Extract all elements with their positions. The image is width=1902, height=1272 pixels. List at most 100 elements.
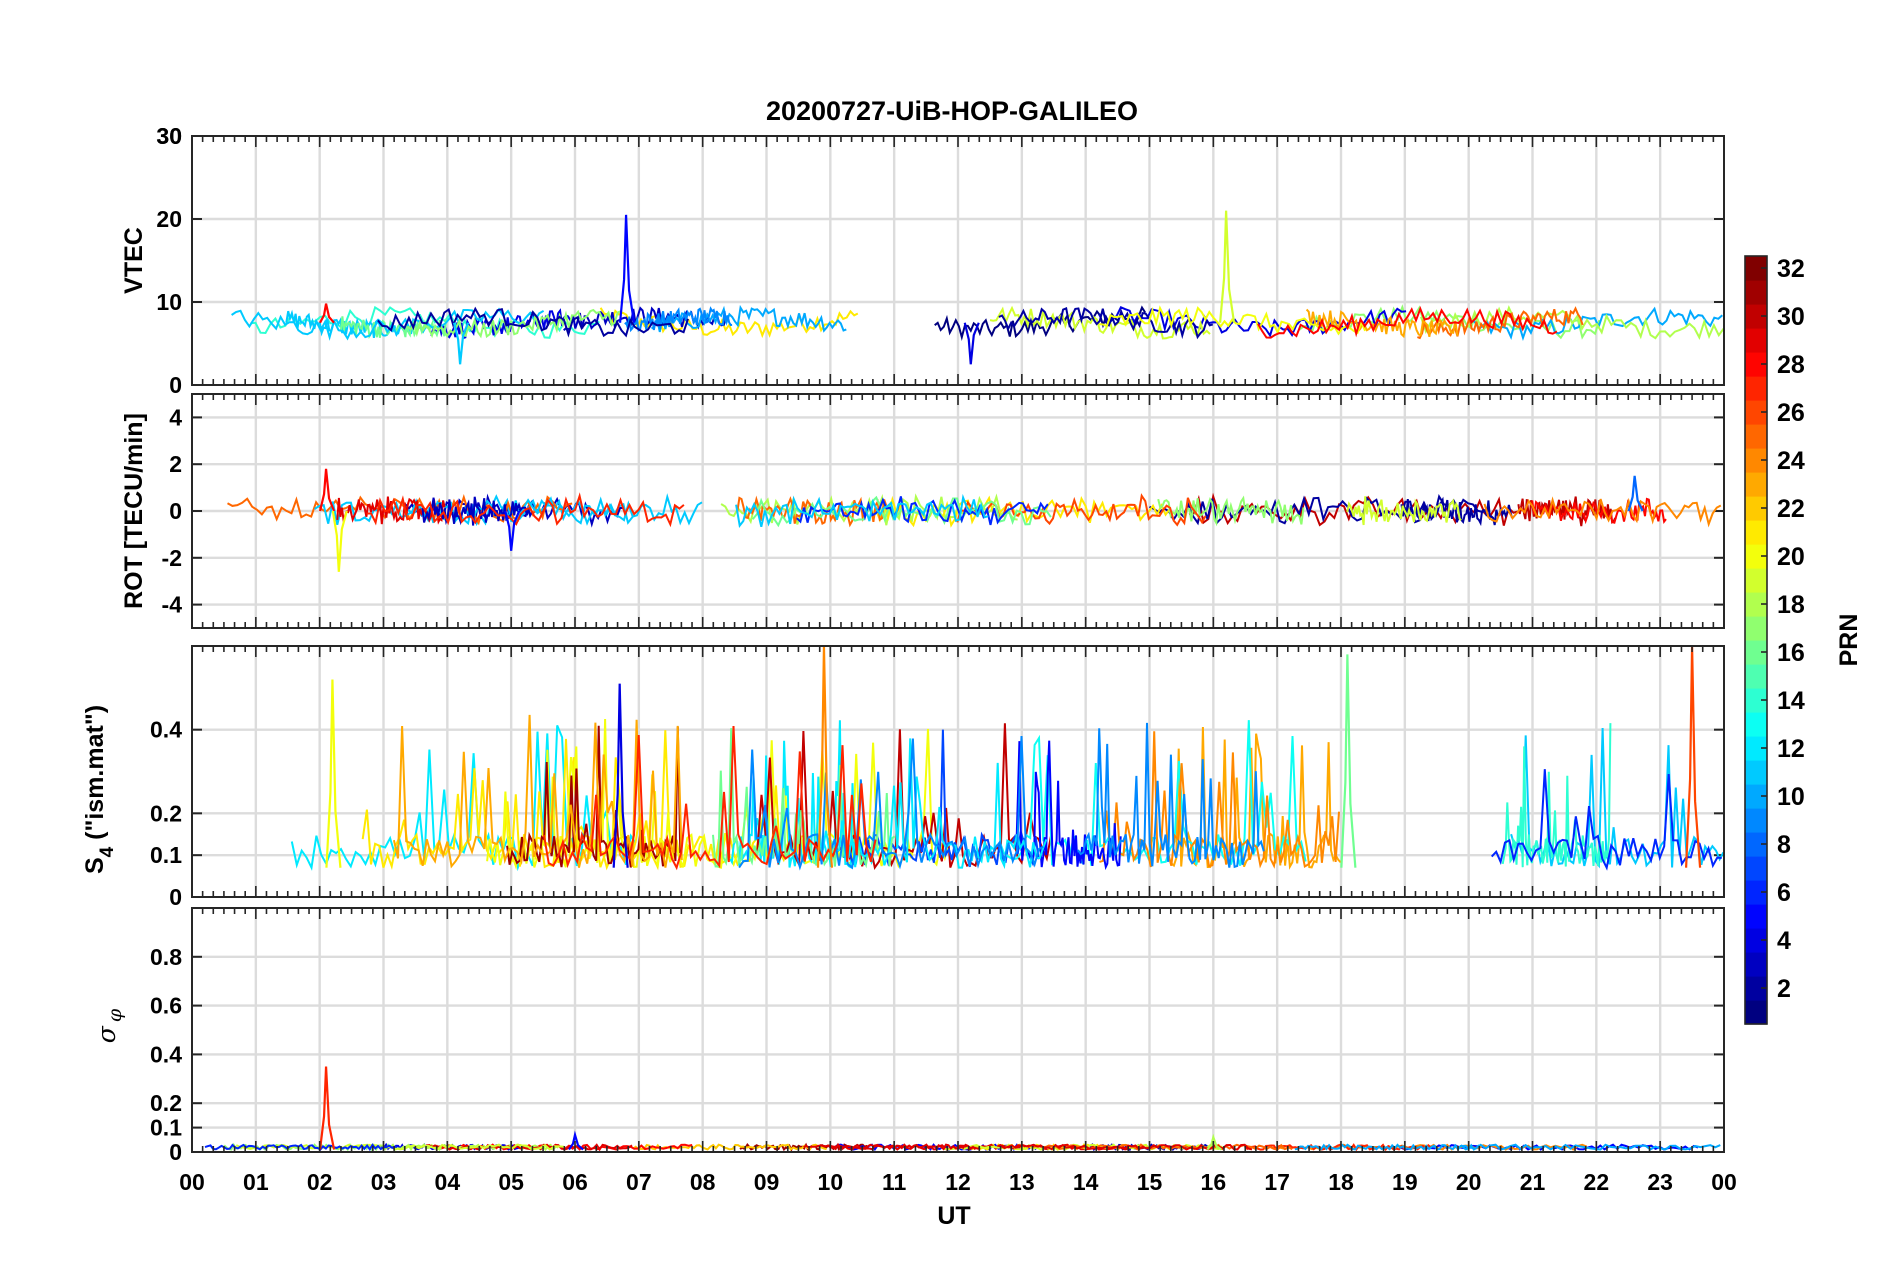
x-tick-label: 18 <box>1328 1169 1354 1195</box>
colorbar-swatch <box>1745 688 1767 713</box>
colorbar-swatch <box>1745 1000 1767 1025</box>
y-tick-label: 0.1 <box>150 1115 182 1141</box>
spike-mark <box>568 1130 584 1151</box>
y-tick-label: 0.4 <box>150 1041 182 1067</box>
colorbar-swatch <box>1745 736 1767 761</box>
series-line <box>1490 769 1722 871</box>
series-line <box>1460 1143 1721 1151</box>
colorbar-swatch <box>1745 568 1767 593</box>
series-line <box>1294 1143 1480 1152</box>
panel-3: 0 0.1 0.2 0.4 S4 ("ism.mat") <box>81 645 1725 910</box>
x-tick-label: 03 <box>371 1169 397 1195</box>
spike-mark <box>453 322 470 365</box>
colorbar-tick-label: 14 <box>1777 687 1805 715</box>
colorbar-tick-label: 30 <box>1777 303 1805 331</box>
y-axis-label: VTEC <box>120 227 148 294</box>
colorbar-tick-label: 16 <box>1777 639 1805 667</box>
series-line <box>366 492 685 528</box>
x-tick-label: 08 <box>690 1169 716 1195</box>
chart-title: 20200727-UiB-HOP-GALILEO <box>766 96 1138 126</box>
y-tick-label: 0 <box>169 1139 182 1165</box>
x-tick-label: 01 <box>243 1169 269 1195</box>
x-tick-label: 09 <box>754 1169 780 1195</box>
colorbar-swatch <box>1745 424 1767 449</box>
colorbar-swatch <box>1745 856 1767 881</box>
spike-mark <box>319 303 335 324</box>
series-line <box>204 1143 398 1152</box>
colorbar-swatch <box>1745 544 1767 569</box>
series-line <box>227 493 573 526</box>
x-axis: 00 01 02 03 04 05 06 07 08 09 10 11 12 13 14 15 16 17 18 19… <box>179 1169 1737 1195</box>
colorbar-swatch <box>1745 976 1767 1001</box>
series-line <box>377 306 689 338</box>
spike-mark <box>618 214 636 323</box>
series-line <box>543 725 877 871</box>
series-line <box>231 307 545 341</box>
x-tick-label: 13 <box>1009 1169 1035 1195</box>
spike-mark <box>325 679 342 868</box>
spike-mark <box>318 1066 336 1150</box>
y-axis-label: S4 ("ism.mat") <box>81 705 118 874</box>
spike-mark <box>963 322 980 365</box>
spike-mark <box>1684 646 1702 868</box>
colorbar-tick-label: 6 <box>1777 879 1791 907</box>
y-tick-label: 0.6 <box>150 993 182 1019</box>
colorbar-swatch <box>1745 952 1767 977</box>
colorbar-tick-label: 18 <box>1777 591 1805 619</box>
colorbar-label: PRN <box>1835 614 1863 667</box>
spike-mark <box>504 510 521 551</box>
series-line <box>1305 308 1459 339</box>
series-line <box>1033 1143 1293 1151</box>
traces <box>231 210 1724 365</box>
y-tick-label: 0 <box>169 498 182 524</box>
y-tick-label: 0.2 <box>150 800 182 826</box>
spike-mark <box>1206 1133 1222 1151</box>
x-tick-label: 02 <box>307 1169 333 1195</box>
colorbar-swatch <box>1745 520 1767 545</box>
x-tick-label: 07 <box>626 1169 652 1195</box>
x-tick-label: 12 <box>945 1169 971 1195</box>
series-line <box>1077 722 1265 869</box>
x-tick-label: 04 <box>435 1169 461 1195</box>
y-tick-label: 20 <box>156 206 182 232</box>
colorbar-swatch <box>1745 616 1767 641</box>
series-line <box>1015 740 1122 871</box>
x-tick-label: 22 <box>1584 1169 1610 1195</box>
x-tick-label: 00 <box>179 1169 205 1195</box>
colorbar-tick-label: 2 <box>1777 975 1791 1003</box>
x-tick-label: 23 <box>1647 1169 1673 1195</box>
x-axis-label: UT <box>937 1202 970 1230</box>
y-axis-label: ROT [TECU/min] <box>120 413 148 609</box>
panel-2: -4 -2 0 2 4 ROT [TECU/min] <box>120 393 1725 629</box>
colorbar-swatch <box>1745 832 1767 857</box>
x-tick-label: 15 <box>1137 1169 1163 1195</box>
colorbar-swatch <box>1745 376 1767 401</box>
y-tick-label: 30 <box>156 123 182 149</box>
y-tick-label: 0 <box>169 372 182 398</box>
traces <box>290 646 1724 872</box>
colorbar-tick-label: 24 <box>1777 447 1805 475</box>
series-line <box>998 307 1214 340</box>
spike-mark <box>1219 210 1236 323</box>
series-line <box>796 496 1049 526</box>
colorbar-tick-label: 20 <box>1777 543 1805 571</box>
colorbar-swatch <box>1745 664 1767 689</box>
colorbar-tick-label: 28 <box>1777 351 1805 379</box>
x-tick-label: 10 <box>818 1169 844 1195</box>
series-line <box>1157 495 1305 527</box>
colorbar-tick-label: 10 <box>1777 783 1805 811</box>
colorbar-frame <box>1744 255 1768 1025</box>
series-line <box>997 1143 1253 1151</box>
series-line <box>1417 306 1584 340</box>
spike-mark <box>331 510 348 572</box>
series-line <box>803 1142 977 1151</box>
traces <box>204 1066 1721 1152</box>
y-tick-label: 0.2 <box>150 1090 182 1116</box>
colorbar-swatch <box>1745 472 1767 497</box>
colorbar-tick-label: 32 <box>1777 255 1805 283</box>
spike-mark <box>318 468 336 512</box>
colorbar-swatch <box>1745 352 1767 377</box>
colorbar-swatch <box>1745 304 1767 329</box>
series-line <box>1257 306 1558 339</box>
